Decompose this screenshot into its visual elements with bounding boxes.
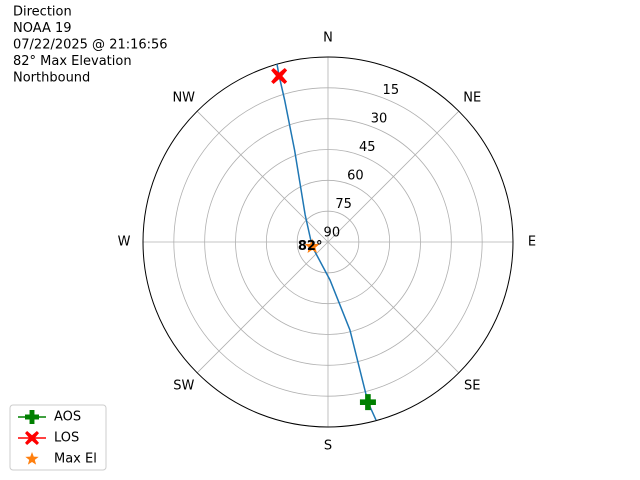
r-tick-label: 75 — [335, 197, 352, 212]
legend-marker — [25, 431, 39, 445]
r-tick-label: 15 — [383, 83, 400, 98]
theta-tick-label: NW — [172, 90, 195, 105]
r-tick-label: 90 — [324, 225, 341, 240]
title-line: Northbound — [13, 71, 90, 86]
data-label: 82° — [298, 239, 323, 254]
title-line: 07/22/2025 @ 21:16:56 — [13, 38, 168, 53]
marker — [304, 238, 320, 254]
theta-tick-label: N — [323, 31, 333, 46]
theta-tick-label: E — [528, 235, 536, 250]
polar-frame — [142, 56, 514, 428]
theta-tick-label: SE — [464, 379, 480, 394]
title-line: NOAA 19 — [13, 21, 72, 36]
grid-spoke — [327, 241, 460, 374]
grid-spoke — [196, 241, 329, 374]
legend-marker — [25, 410, 39, 424]
marker — [359, 394, 376, 411]
r-tick-label: 45 — [359, 140, 376, 155]
theta-tick-label: W — [118, 235, 131, 250]
grid-spoke — [327, 110, 460, 243]
grid-spoke — [196, 110, 329, 243]
title-line: 82° Max Elevation — [13, 54, 132, 69]
legend-marker — [25, 452, 39, 465]
marker — [271, 67, 288, 84]
title-line: Direction — [13, 5, 72, 20]
theta-tick-label: SW — [173, 379, 194, 394]
r-tick-label: 30 — [371, 111, 388, 126]
theta-tick-label: S — [324, 439, 332, 454]
legend-label: Max El — [54, 452, 97, 467]
track-line — [276, 64, 377, 421]
r-tick-label: 60 — [347, 168, 364, 183]
legend-label: LOS — [54, 431, 79, 446]
legend-label: AOS — [54, 410, 81, 425]
theta-tick-label: NE — [463, 90, 481, 105]
